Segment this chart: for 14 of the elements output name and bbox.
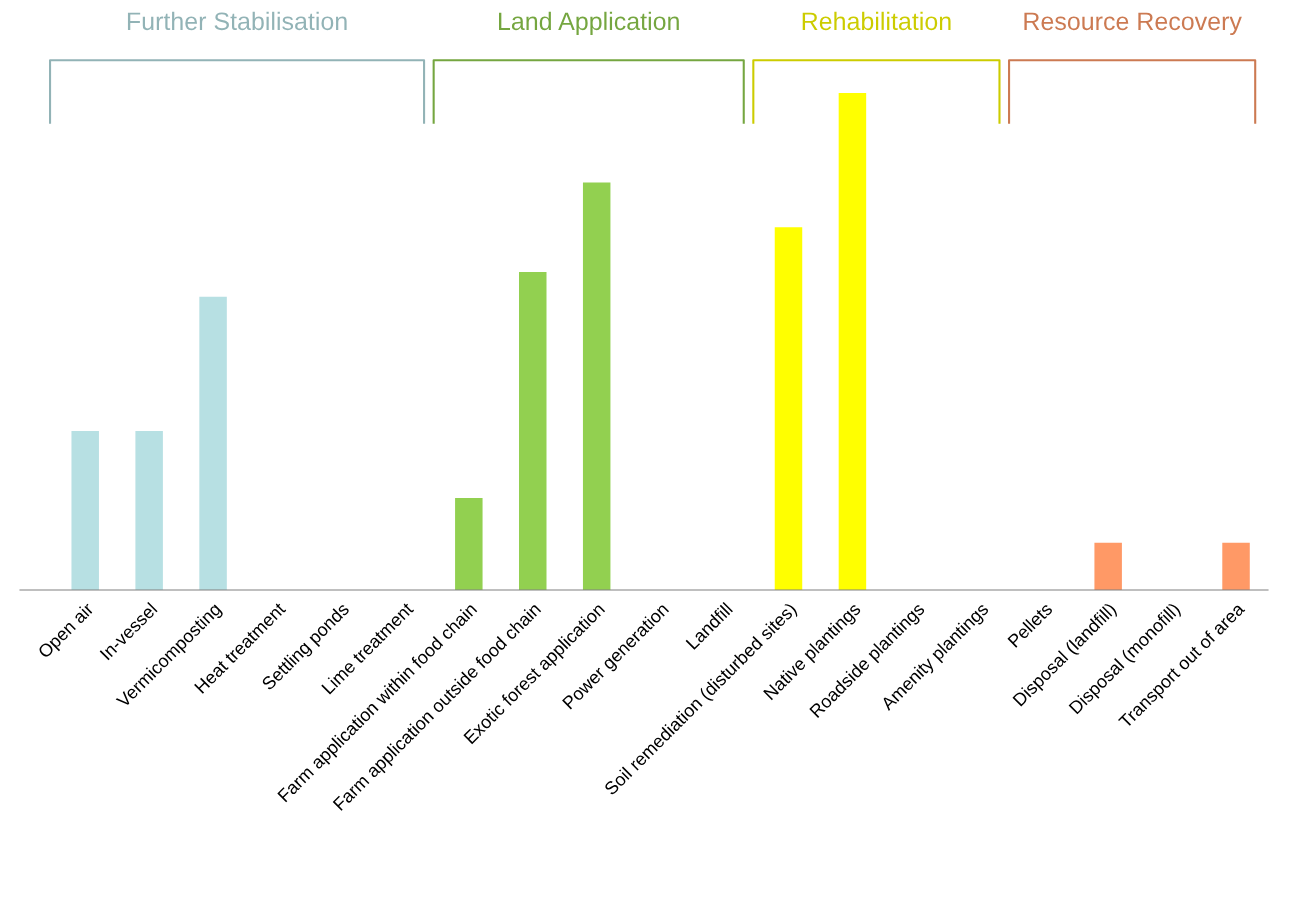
bar <box>519 271 547 590</box>
text: Further Stabilisation <box>127 11 347 31</box>
bar <box>1094 542 1122 590</box>
text: Rehabilitation <box>802 11 951 31</box>
bar <box>582 182 611 590</box>
bar <box>1222 542 1250 590</box>
bar <box>455 498 483 590</box>
text: Land Application <box>499 11 679 36</box>
bar <box>199 296 227 590</box>
text: Resource Recovery <box>1024 12 1242 36</box>
bar <box>71 430 99 590</box>
bar <box>774 227 803 590</box>
bar <box>838 93 867 590</box>
bar <box>135 430 163 590</box>
